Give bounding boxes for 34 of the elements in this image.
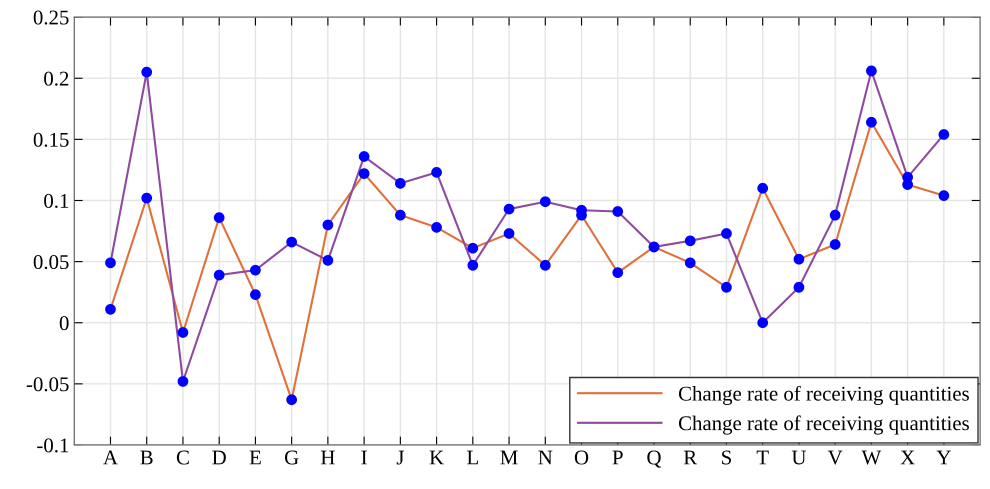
x-tick-label: I bbox=[361, 450, 367, 464]
x-tick-label: O bbox=[574, 450, 588, 465]
x-tick-label: J bbox=[396, 450, 404, 465]
y-tick-label: 0.05 bbox=[34, 254, 69, 270]
x-tick-label: W bbox=[862, 450, 882, 465]
y-tick-label: 0.2 bbox=[44, 72, 68, 86]
y-tick-label: 0.15 bbox=[34, 132, 69, 147]
x-tick-label: V bbox=[828, 450, 842, 465]
x-tick-label: C bbox=[176, 450, 189, 465]
x-tick-label: H bbox=[320, 450, 335, 464]
x-tick-label: B bbox=[140, 450, 153, 464]
x-tick-label: Y bbox=[936, 450, 951, 464]
x-tick-label: A bbox=[103, 450, 118, 464]
x-tick-label: T bbox=[756, 450, 769, 464]
legend-label: Change rate of receiving quantities bbox=[678, 386, 969, 405]
x-tick-label: L bbox=[467, 450, 478, 464]
x-tick-label: Q bbox=[647, 450, 662, 468]
x-tick-label: N bbox=[538, 450, 552, 464]
x-tick-label: D bbox=[212, 450, 226, 464]
y-tick-label: 0 bbox=[60, 316, 69, 330]
x-tick-label: R bbox=[684, 450, 698, 464]
x-tick-label: M bbox=[500, 450, 518, 464]
x-tick-label: X bbox=[900, 450, 915, 464]
x-tick-label: E bbox=[250, 450, 261, 464]
x-tick-label: S bbox=[722, 450, 731, 465]
y-tick-label: -0.1 bbox=[37, 438, 68, 453]
x-tick-label: P bbox=[612, 450, 623, 464]
legend-label: Change rate of receiving quantities bbox=[678, 415, 969, 435]
x-tick-label: U bbox=[792, 450, 806, 465]
y-tick-label: -0.05 bbox=[26, 377, 69, 392]
x-tick-label: K bbox=[430, 450, 444, 464]
y-tick-label: 0.25 bbox=[34, 10, 69, 25]
y-tick-label: 0.1 bbox=[44, 194, 68, 208]
x-tick-label: G bbox=[284, 450, 299, 465]
